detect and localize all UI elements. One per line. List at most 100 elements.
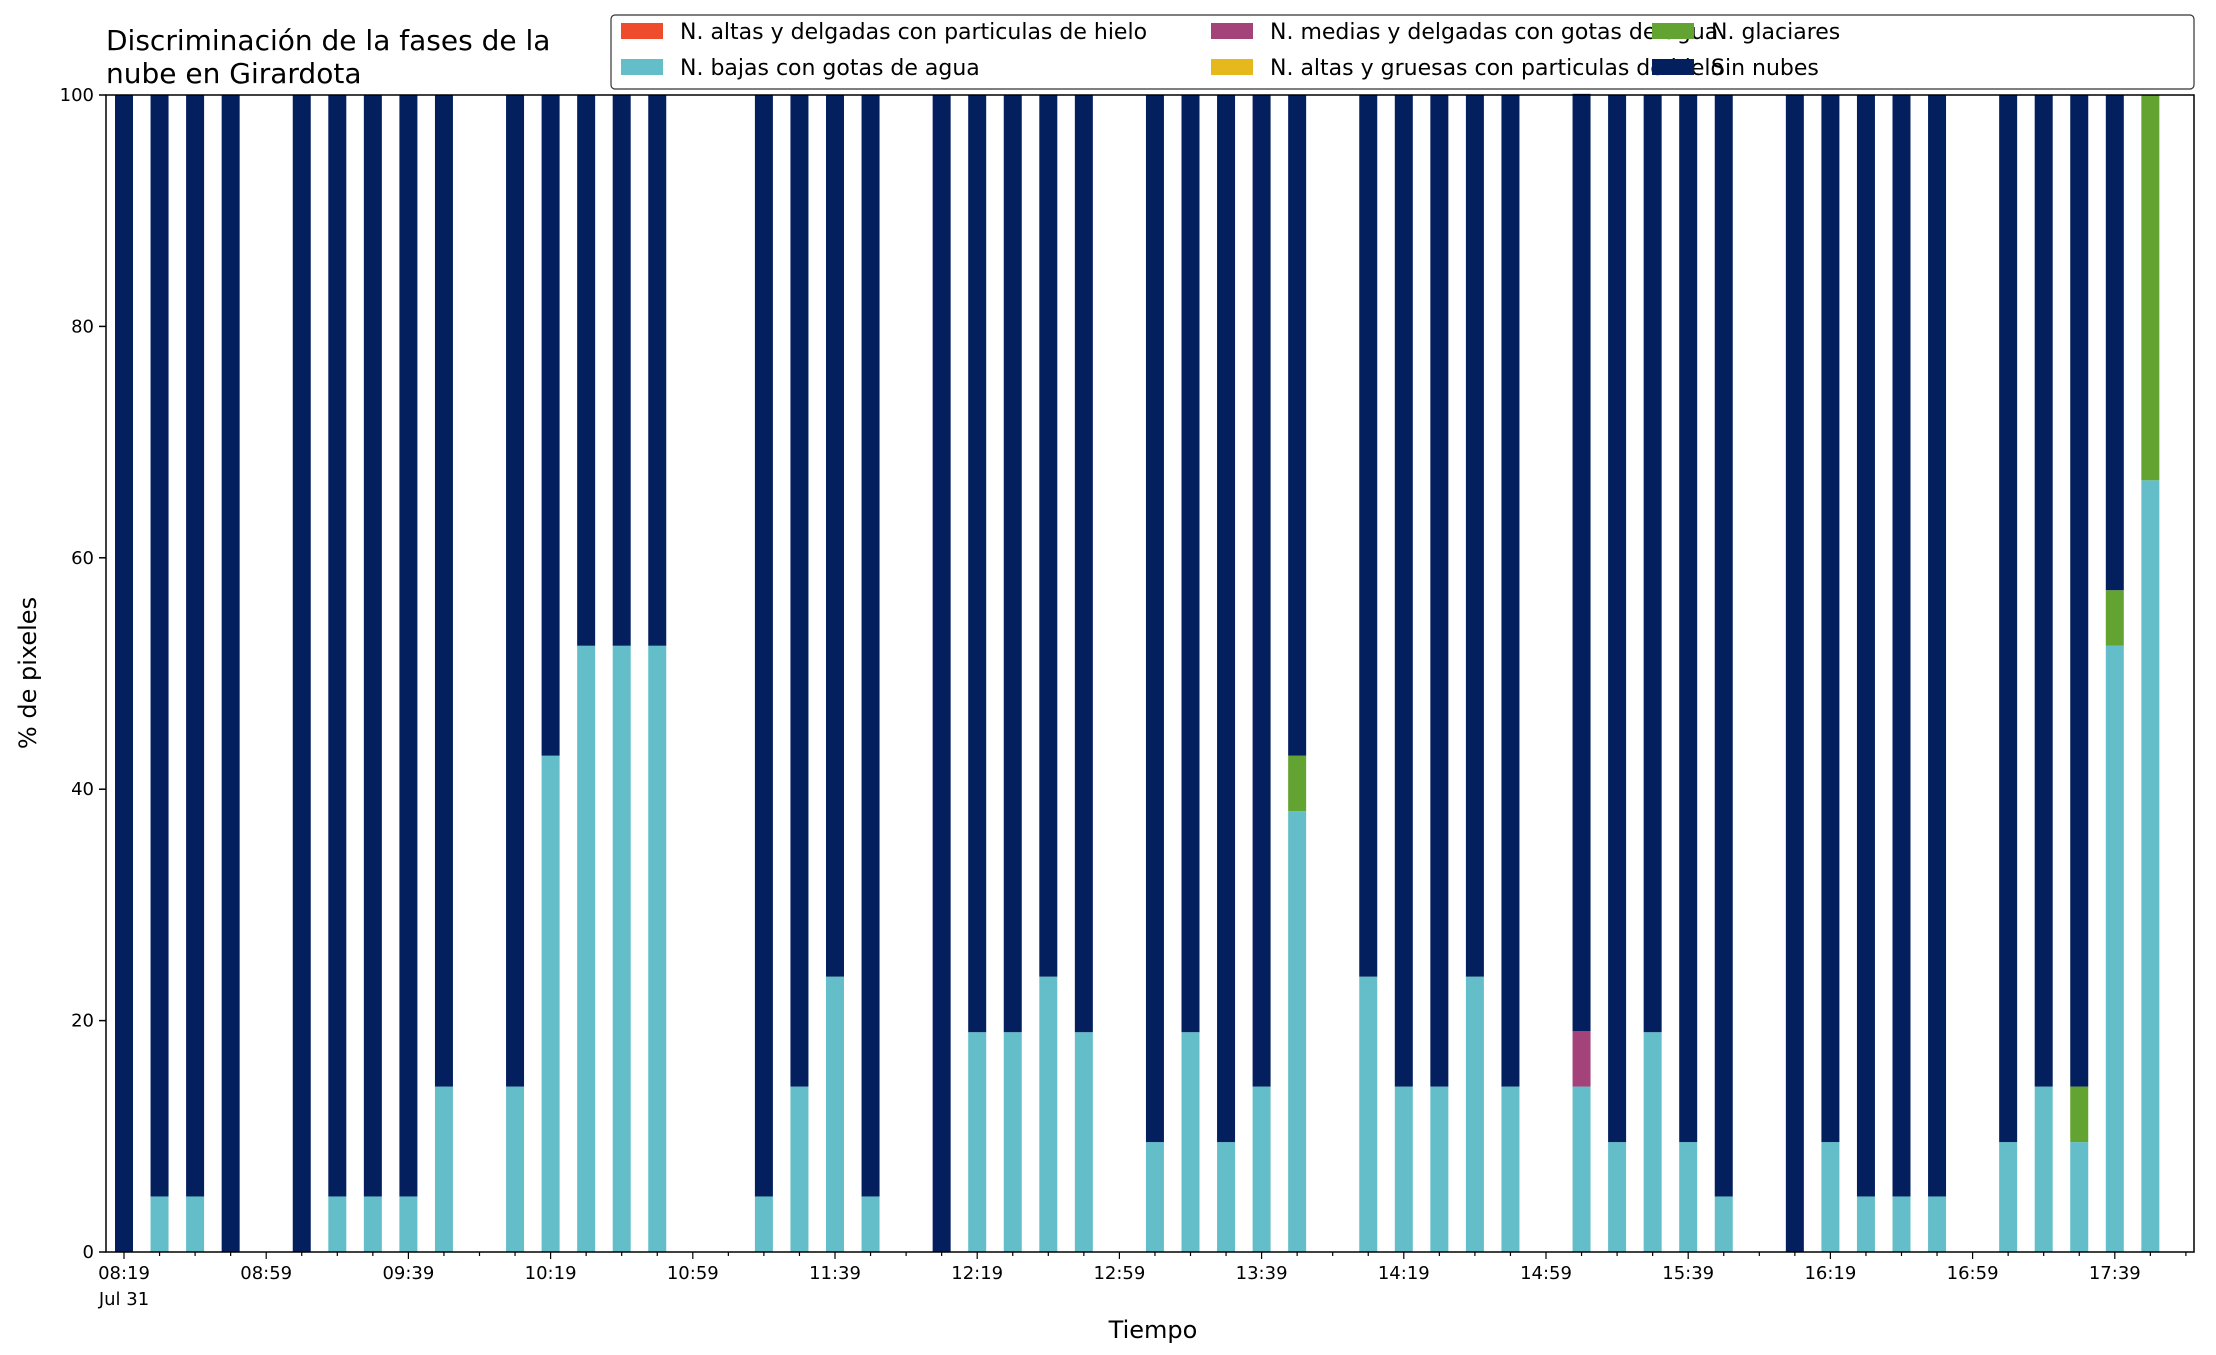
bar-segment-1049-s2	[648, 645, 667, 1252]
x-tick-label: 14:19	[1378, 1263, 1430, 1284]
bar-segment-1339-s5	[1252, 95, 1271, 1087]
bar-segment-1649-s2	[1928, 1196, 1947, 1252]
bar-segment-1409-s2	[1359, 976, 1378, 1252]
bar-segment-1719-s5	[2034, 95, 2053, 1087]
x-tick-label: 12:19	[951, 1263, 1003, 1284]
bar-segment-1529-s5	[1643, 95, 1662, 1033]
bar-segment-0939-s2	[399, 1196, 418, 1252]
bar-segment-1439-s5	[1465, 95, 1484, 977]
bar-segment-1139-s5	[826, 95, 844, 977]
bar-segment-1629-s5	[1856, 95, 1875, 1197]
bar-segment-0909-s5	[292, 95, 311, 1252]
bar-segment-1029-s2	[577, 645, 596, 1252]
bar-segment-0929-s5	[363, 95, 382, 1197]
bar-segment-1509-s4	[1572, 1031, 1591, 1087]
bar-segment-0929-s2	[363, 1196, 382, 1252]
legend: N. altas y delgadas con particulas de hi…	[610, 14, 2195, 90]
bar-segment-1119-s2	[754, 1196, 773, 1252]
bar-segment-0919-s2	[328, 1196, 347, 1252]
bar-segment-0949-s5	[434, 95, 453, 1087]
bar-segment-1509-s5	[1572, 93, 1591, 1032]
bar-segment-1149-s5	[861, 95, 880, 1197]
y-tick-label: 100	[60, 85, 94, 106]
bar-segment-1539-s5	[1679, 95, 1698, 1143]
bar-segment-1729-s3	[2070, 1086, 2089, 1143]
bar-segment-1449-s5	[1501, 95, 1520, 1087]
x-tick-label: 12:59	[1093, 1263, 1145, 1284]
bar-segment-1629-s2	[1856, 1196, 1875, 1252]
bar-segment-1129-s2	[790, 1086, 809, 1252]
bar-segment-1509-s2	[1572, 1086, 1591, 1252]
bar-segment-1719-s2	[2034, 1086, 2053, 1252]
bar-segment-1139-s2	[826, 976, 844, 1252]
legend-label-0: N. altas y delgadas con particulas de hi…	[680, 20, 1147, 45]
bar-segment-0839-s5	[186, 95, 205, 1197]
bar-segment-1539-s2	[1679, 1142, 1698, 1252]
bar-segment-1419-s5	[1394, 95, 1413, 1087]
x-tick-label: 14:59	[1520, 1263, 1572, 1284]
bar-segment-0829-s5	[150, 95, 169, 1197]
bar-segment-1249-s5	[1074, 95, 1093, 1033]
y-tick-label: 40	[71, 779, 94, 800]
y-tick-label: 0	[83, 1242, 94, 1263]
bar-segment-1749-s2	[2141, 480, 2160, 1252]
x-tick-label: 17:39	[2089, 1263, 2141, 1284]
x-tick-label: 09:39	[382, 1263, 434, 1284]
legend-swatch-2	[621, 59, 663, 75]
bar-segment-1029-s5	[577, 95, 596, 646]
bar-segment-0839-s2	[186, 1196, 205, 1252]
bar-segment-1319-s2	[1181, 1032, 1200, 1252]
bar-segment-1639-s5	[1892, 95, 1911, 1197]
bar-segment-1019-s5	[541, 95, 560, 756]
x-tick-label: 10:19	[525, 1263, 577, 1284]
bar-segment-1019-s2	[541, 755, 560, 1252]
bar-segment-1409-s5	[1359, 95, 1378, 977]
bar-segment-1049-s5	[648, 95, 667, 646]
bar-segment-1009-s2	[506, 1086, 525, 1252]
bar-segment-0939-s5	[399, 95, 418, 1197]
bar-segment-1429-s5	[1430, 95, 1449, 1087]
bar-segment-1609-s5	[1785, 95, 1804, 1252]
bar-segment-1619-s2	[1821, 1142, 1840, 1252]
legend-label-3: N. glaciares	[1711, 20, 1840, 45]
bar-segment-1239-s2	[1039, 976, 1058, 1252]
bar-segment-1549-s2	[1714, 1196, 1733, 1252]
bar-segment-1739-s3	[2105, 590, 2124, 646]
bar-segment-1209-s5	[932, 95, 951, 1252]
bar-segment-1709-s5	[1999, 95, 2018, 1143]
x-tick-label: 08:19	[98, 1263, 150, 1284]
bar-segment-1349-s2	[1288, 811, 1307, 1252]
bar-segment-1129-s5	[790, 95, 809, 1087]
bar-segment-0919-s5	[328, 95, 347, 1197]
bar-segment-1149-s2	[861, 1196, 880, 1252]
x-axis: 08:19 08:59 09:39 10:19 10:59 11:39 12:19 12:59…	[98, 1252, 2187, 1284]
bar-segment-1739-s2	[2105, 645, 2124, 1252]
bar-segment-1529-s2	[1643, 1032, 1662, 1252]
legend-swatch-0	[621, 23, 663, 39]
bar-segment-1639-s2	[1892, 1196, 1911, 1252]
bar-segment-1219-s5	[968, 95, 987, 1033]
bar-segment-1349-s3	[1288, 755, 1307, 812]
legend-label-2: N. bajas con gotas de agua	[680, 56, 980, 81]
bar-segment-1219-s2	[968, 1032, 987, 1252]
bar-segment-1229-s5	[1003, 95, 1022, 1033]
bar-segment-1729-s2	[2070, 1142, 2089, 1252]
legend-swatch-4	[1211, 23, 1253, 39]
legend-label-5: Sin nubes	[1711, 56, 1819, 81]
bar-segment-1309-s5	[1145, 95, 1164, 1143]
bar-segment-1349-s5	[1288, 95, 1307, 756]
y-tick-label: 80	[71, 316, 94, 337]
bar-segment-1419-s2	[1394, 1086, 1413, 1252]
bar-segment-1519-s2	[1608, 1142, 1627, 1252]
x-tick-label: 11:39	[809, 1263, 861, 1284]
bar-segment-1429-s2	[1430, 1086, 1449, 1252]
legend-swatch-3	[1652, 23, 1694, 39]
legend-label-4: N. medias y delgadas con gotas de agua	[1270, 20, 1718, 45]
chart-title-line-1: Discriminación de la fases de la	[106, 24, 550, 57]
bar-segment-1009-s5	[506, 95, 525, 1087]
bar-segment-1239-s5	[1039, 95, 1058, 977]
bars-group	[115, 93, 2160, 1252]
plot-frame	[105, 94, 2195, 1253]
bar-segment-1619-s5	[1821, 95, 1840, 1143]
